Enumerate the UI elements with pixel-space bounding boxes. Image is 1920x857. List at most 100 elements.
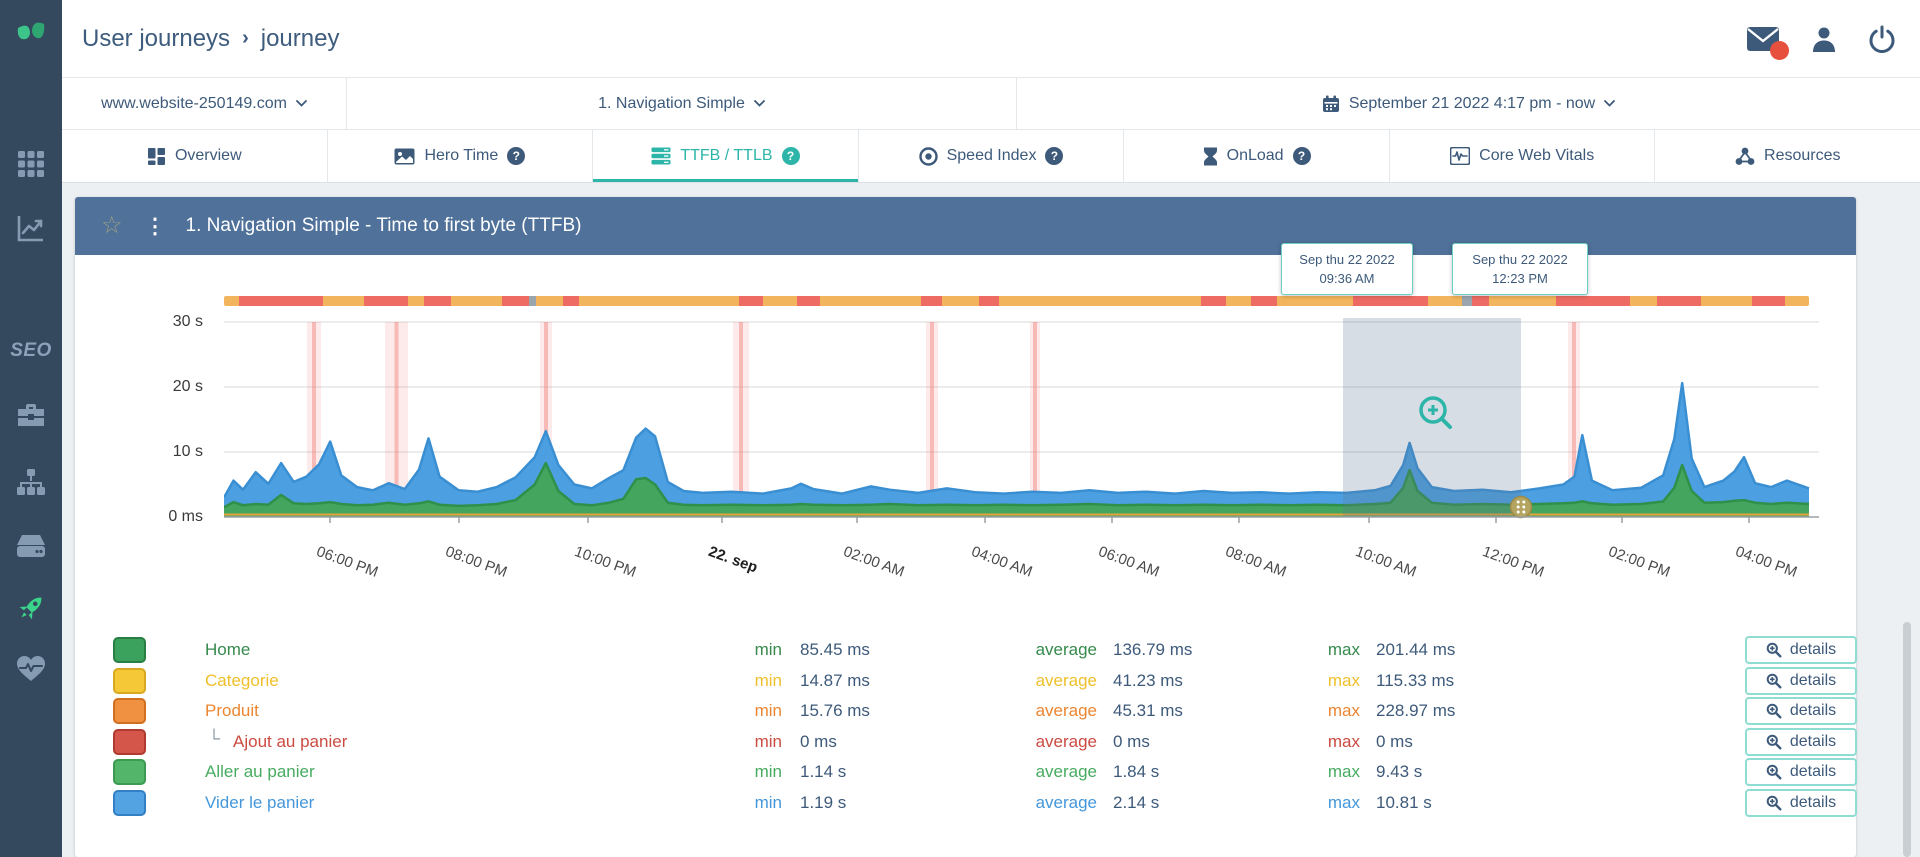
scrollbar-thumb[interactable] [1903, 622, 1911, 857]
series-name[interactable]: Ajout au panier [233, 731, 348, 751]
tab-speed-index[interactable]: Speed Index ? [859, 130, 1125, 182]
series-color-swatch[interactable] [113, 759, 146, 785]
sidebar-item-architecture[interactable] [0, 468, 62, 496]
help-icon[interactable]: ? [1292, 147, 1311, 165]
journey-step-value: 1. Navigation Simple [598, 94, 745, 112]
kebab-menu-icon[interactable]: ⋮ [144, 214, 166, 238]
logout-button[interactable] [1868, 25, 1896, 53]
daterange-selector[interactable]: September 21 2022 4:17 pm - now [1017, 78, 1920, 129]
app-logo-leaf-icon[interactable] [0, 16, 62, 54]
tab-onload[interactable]: OnLoad ? [1124, 130, 1390, 182]
tab-label: Speed Index [946, 147, 1037, 164]
details-button[interactable]: details [1745, 758, 1857, 786]
journey-step-selector[interactable]: 1. Navigation Simple [347, 78, 1017, 129]
status-strip-segment [239, 296, 324, 306]
series-name[interactable]: Aller au panier [205, 762, 315, 781]
max-label: max [1327, 762, 1360, 781]
error-band-core [544, 322, 548, 517]
series-name[interactable]: Vider le panier [205, 792, 315, 812]
seo-label: SEO [10, 340, 52, 361]
error-band-core [394, 322, 399, 517]
legend-row: └ Ajout au panier min 0 ms average 0 ms max 0 … [75, 727, 1857, 758]
help-icon[interactable]: ? [781, 147, 800, 165]
zoom-selection-region[interactable] [1343, 318, 1521, 517]
tab-label: Hero Time [424, 147, 499, 164]
max-label: max [1327, 731, 1360, 751]
selection-drag-handle[interactable] [1509, 495, 1533, 519]
y-axis-label: 10 s [172, 443, 203, 460]
chart-plot[interactable] [224, 310, 1824, 525]
series-color-swatch[interactable] [113, 667, 146, 694]
breadcrumb-page: journey [260, 24, 340, 52]
series-line-vider-le-panier [224, 381, 1810, 499]
details-button[interactable]: details [1745, 666, 1857, 695]
details-button[interactable]: details [1745, 788, 1857, 817]
favorite-star-icon[interactable]: ☆ [101, 212, 123, 239]
magnifier-plus-icon [1766, 734, 1782, 750]
tab-label: Resources [1764, 147, 1841, 164]
tab-ttfb-ttlb[interactable]: TTFB / TTLB ? [593, 130, 859, 182]
status-strip-segment [941, 296, 979, 306]
magnifier-plus-icon [1766, 795, 1782, 811]
tab-core-web-vitals[interactable]: Core Web Vitals [1390, 130, 1656, 182]
chart-legend: Home min 85.45 ms average 136.79 ms max 201.44… [75, 635, 1857, 818]
chevron-down-icon [296, 100, 307, 107]
error-band-core [312, 322, 316, 517]
sidebar: SEO [0, 0, 62, 857]
ttfb-chart[interactable]: 30 s 20 s 10 s 0 ms 06:00 PM 08:00 PM 10:00 PM… [75, 255, 1856, 635]
error-band-core [739, 322, 743, 517]
error-band-core [1033, 322, 1037, 517]
status-strip-segment [451, 296, 502, 306]
tab-overview[interactable]: Overview [62, 130, 328, 182]
site-selector[interactable]: www.website-250149.com [62, 78, 347, 129]
details-button[interactable]: details [1745, 697, 1857, 725]
help-icon[interactable]: ? [1045, 147, 1064, 165]
average-label: average [1035, 701, 1097, 720]
sidebar-item-analytics[interactable] [0, 213, 62, 243]
status-strip-segment [820, 296, 922, 306]
series-name[interactable]: Categorie [205, 670, 279, 690]
series-name[interactable]: Produit [205, 701, 259, 720]
status-strip-segment [579, 296, 740, 306]
status-strip-segment [1200, 296, 1227, 306]
tab-hero-time[interactable]: Hero Time ? [328, 130, 594, 182]
sidebar-item-seo[interactable]: SEO [0, 340, 62, 362]
help-icon[interactable]: ? [507, 147, 526, 165]
details-button[interactable]: details [1745, 727, 1857, 756]
sidebar-item-user-journeys[interactable] [0, 592, 62, 624]
account-button[interactable] [1810, 25, 1838, 53]
series-color-swatch[interactable] [113, 789, 146, 816]
series-name[interactable]: Home [205, 640, 251, 659]
sidebar-item-servers[interactable] [0, 533, 62, 559]
sidebar-item-health[interactable] [0, 655, 62, 682]
max-value: 228.97 ms [1376, 701, 1456, 720]
x-axis-label: 08:00 PM [443, 543, 510, 581]
status-strip-segment [363, 296, 408, 306]
min-value: 1.14 s [800, 762, 847, 781]
status-strip-segment [1751, 296, 1786, 306]
person-icon [1813, 27, 1835, 52]
details-button[interactable]: details [1745, 636, 1857, 664]
error-band [385, 322, 408, 517]
average-value: 41.23 ms [1113, 670, 1183, 690]
max-value: 10.81 s [1376, 792, 1432, 812]
drag-handle-dot [1522, 500, 1526, 504]
messages-button[interactable] [1746, 26, 1789, 60]
series-color-swatch[interactable] [113, 637, 146, 663]
chart-title: 1. Navigation Simple - Time to first byt… [185, 215, 582, 236]
breadcrumb-section[interactable]: User journeys [82, 24, 231, 52]
power-icon [1869, 25, 1895, 53]
top-header: User journeys › journey [62, 0, 1920, 77]
sidebar-item-dashboard[interactable] [0, 150, 62, 178]
status-strip-segment [1630, 296, 1658, 306]
status-strip-segment [535, 296, 563, 306]
series-color-swatch[interactable] [113, 728, 146, 755]
daterange-value: September 21 2022 4:17 pm - now [1348, 94, 1596, 112]
min-label: min [754, 701, 782, 720]
server-icon [651, 147, 671, 165]
tab-resources[interactable]: Resources [1655, 130, 1920, 182]
status-strip-segment [1352, 296, 1429, 306]
series-color-swatch[interactable] [113, 698, 146, 724]
sidebar-item-toolbox[interactable] [0, 400, 62, 428]
x-axis-label: 04:00 PM [1733, 543, 1800, 581]
